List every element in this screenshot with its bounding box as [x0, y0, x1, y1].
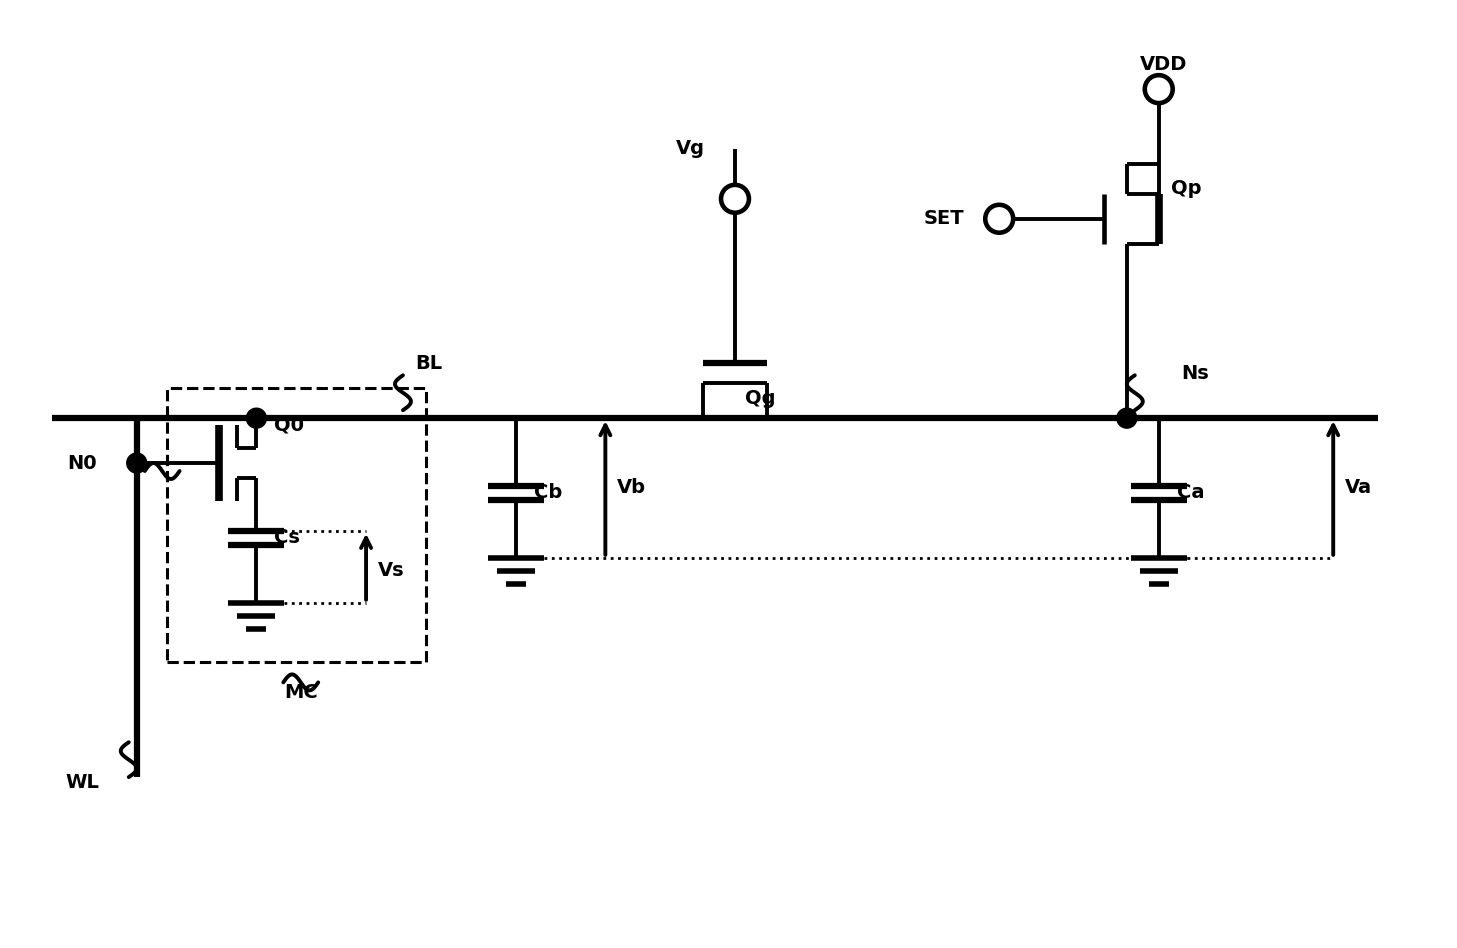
Circle shape	[985, 205, 1013, 232]
Text: Q0: Q0	[274, 415, 305, 434]
Text: Cb: Cb	[533, 483, 562, 502]
Text: Qg: Qg	[745, 389, 775, 408]
Text: Vg: Vg	[676, 139, 705, 158]
Text: Ns: Ns	[1182, 364, 1209, 383]
Text: VDD: VDD	[1139, 55, 1187, 74]
Text: N0: N0	[67, 453, 96, 472]
Text: Qp: Qp	[1171, 179, 1201, 198]
Circle shape	[1145, 75, 1173, 103]
Text: MC: MC	[284, 683, 318, 702]
Circle shape	[127, 453, 147, 473]
Text: Cs: Cs	[274, 528, 300, 547]
Text: Ca: Ca	[1177, 483, 1203, 502]
Circle shape	[1118, 409, 1136, 428]
Text: BL: BL	[415, 354, 443, 373]
Text: Vs: Vs	[377, 560, 405, 580]
Text: WL: WL	[66, 773, 99, 792]
Circle shape	[246, 409, 267, 428]
Text: SET: SET	[924, 210, 965, 228]
Text: Vb: Vb	[618, 479, 647, 498]
Circle shape	[721, 185, 749, 212]
Bar	[166, 389, 425, 663]
Text: Va: Va	[1345, 479, 1372, 498]
